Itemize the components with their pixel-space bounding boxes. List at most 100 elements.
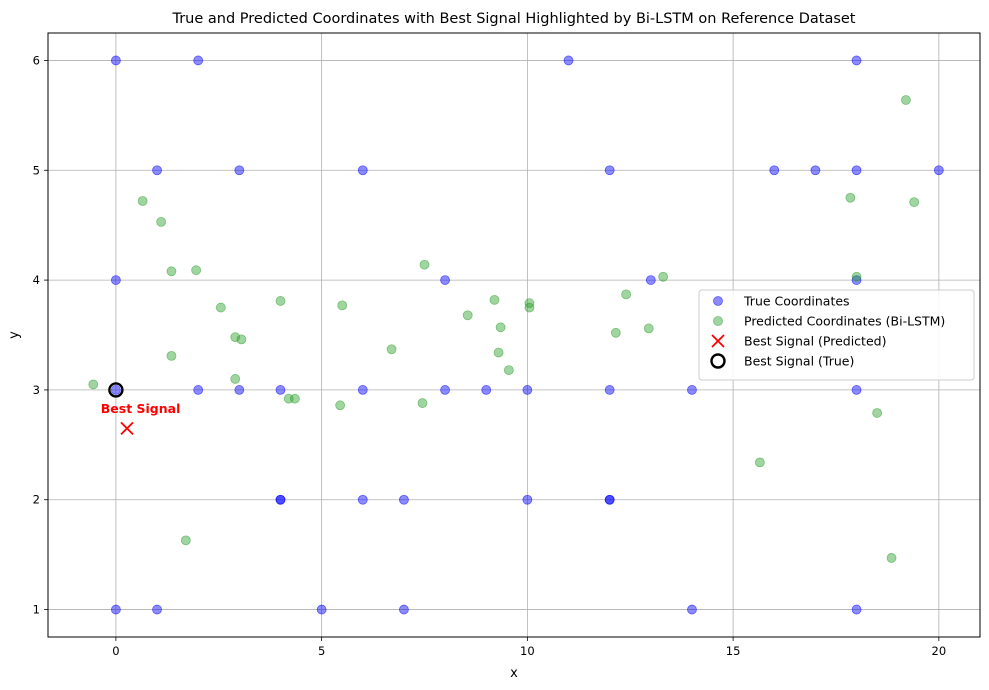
predicted-coordinate-point [166, 350, 177, 361]
predicted-coordinate-point [156, 216, 167, 227]
true-coordinate-point [440, 275, 450, 285]
predicted-coordinate-point [524, 302, 535, 313]
true-coordinate-point [110, 385, 121, 395]
y-tick-label: 5 [33, 163, 40, 177]
true-coordinate-point [604, 494, 615, 505]
true-coordinate-point [234, 165, 245, 176]
x-axis-label: x [510, 666, 518, 681]
true-coordinate-point [851, 604, 862, 615]
predicted-coordinate-point [230, 332, 241, 343]
predicted-coordinate-point [88, 379, 99, 390]
true-coordinate-point [357, 494, 368, 505]
predicted-coordinate-point [754, 457, 765, 468]
true-coordinate-point [687, 385, 697, 395]
legend-marker [711, 334, 725, 348]
axis-ticks: 0 5 10 15 20 1 2 3 4 5 6 [33, 53, 947, 658]
predicted-coordinate-point [909, 197, 920, 208]
predicted-coordinate-point [493, 347, 504, 358]
true-coordinate-point [357, 385, 368, 395]
y-tick-label: 4 [33, 273, 40, 287]
legend-label: Best Signal (Predicted) [744, 334, 886, 349]
y-tick-label: 6 [33, 53, 40, 67]
true-coordinate-point [275, 494, 286, 505]
true-coordinate-point [110, 275, 121, 285]
predicted-coordinate-point [289, 393, 300, 404]
true-coordinate-point [851, 165, 862, 176]
predicted-coordinate-point [851, 271, 862, 282]
true-coordinate-point [110, 55, 121, 66]
true-coordinate-point [152, 604, 162, 615]
true-coordinate-point [645, 275, 656, 285]
true-coordinate-point [234, 385, 245, 395]
predicted-coordinate-point [610, 327, 621, 338]
true-coordinate-point [193, 55, 204, 66]
predicted-coordinate-point [845, 192, 856, 203]
predicted-coordinate-point [489, 294, 500, 305]
y-tick-label: 1 [33, 603, 40, 617]
predicted-coordinate-point [419, 259, 430, 270]
true-coordinate-point [357, 165, 368, 176]
true-coordinate-point [563, 55, 574, 66]
true-coordinate-point [481, 385, 492, 395]
predicted-coordinate-point [166, 266, 177, 277]
predicted-coordinate-point [658, 271, 669, 282]
true-coordinate-point [110, 604, 121, 615]
y-tick-label: 2 [33, 493, 40, 507]
legend-box [698, 289, 975, 381]
predicted-coordinate-point [137, 196, 148, 206]
true-coordinate-point [152, 165, 162, 176]
x-tick-label: 20 [932, 644, 947, 658]
predicted-coordinate-point [621, 289, 632, 300]
true-coordinate-point [522, 385, 533, 395]
true-coordinate-point [687, 604, 697, 615]
true-coordinate-point [851, 55, 862, 66]
predicted-coordinate-point [643, 323, 654, 334]
best-signal-annotation: Best Signal [101, 401, 181, 416]
x-tick-label: 0 [112, 644, 119, 658]
data-points [88, 55, 944, 615]
legend-marker [713, 296, 723, 306]
true-coordinate-point [193, 385, 204, 395]
predicted-coordinate-point [337, 300, 348, 311]
predicted-coordinate-point [180, 535, 191, 546]
legend-label: Best Signal (True) [744, 354, 854, 369]
legend-marker [713, 316, 723, 326]
legend-label: Predicted Coordinates (Bi-LSTM) [744, 314, 945, 329]
true-coordinate-point [810, 165, 821, 176]
true-coordinate-point [440, 385, 450, 395]
chart-title: True and Predicted Coordinates with Best… [171, 11, 855, 27]
best-signal-predicted-marker [120, 421, 134, 435]
x-tick-label: 5 [318, 644, 325, 658]
legend-marker [710, 353, 726, 369]
true-coordinate-point [769, 165, 780, 176]
true-coordinate-point [604, 385, 615, 395]
true-coordinate-point [604, 165, 615, 176]
predicted-coordinate-point [191, 265, 202, 276]
predicted-coordinate-point [503, 365, 514, 376]
plot-frame [47, 32, 981, 638]
true-coordinate-point [933, 165, 944, 176]
predicted-coordinate-point [215, 302, 226, 313]
predicted-coordinate-point [335, 400, 346, 411]
predicted-coordinate-point [886, 553, 897, 563]
x-tick-label: 10 [520, 644, 535, 658]
true-coordinate-point [275, 385, 286, 395]
predicted-coordinate-point [495, 322, 506, 333]
legend: True Coordinates Predicted Coordinates (B… [698, 289, 975, 381]
y-axis-label: y [7, 331, 22, 339]
true-coordinate-point [851, 385, 862, 395]
predicted-coordinate-point [462, 310, 473, 321]
predicted-coordinate-point [417, 398, 428, 408]
best-signal-true-marker [108, 382, 124, 398]
true-coordinate-point [522, 494, 533, 505]
predicted-coordinate-point [230, 374, 241, 384]
true-coordinate-point [316, 604, 327, 615]
x-tick-label: 15 [726, 644, 741, 658]
predicted-coordinate-point [275, 296, 286, 306]
predicted-coordinate-point [386, 344, 397, 355]
y-tick-label: 3 [33, 383, 40, 397]
true-coordinate-point [399, 604, 409, 615]
predicted-coordinate-point [901, 95, 911, 105]
predicted-coordinate-point [236, 334, 247, 345]
